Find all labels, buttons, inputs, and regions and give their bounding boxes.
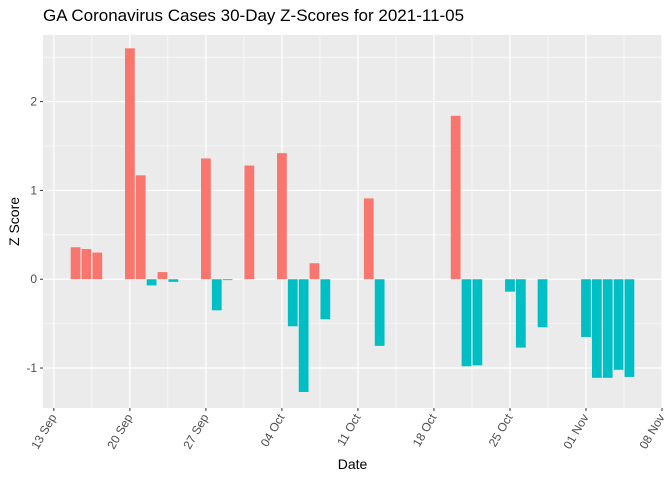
x-tick-label: 20 Sep — [104, 411, 135, 451]
bar — [505, 279, 515, 292]
bar — [581, 279, 591, 337]
bar — [222, 279, 233, 281]
bar — [298, 279, 309, 393]
bar — [602, 279, 613, 378]
bar — [157, 272, 168, 280]
bar — [70, 247, 81, 280]
y-tick-label: 2 — [30, 95, 37, 109]
y-axis-title: Z Score — [6, 197, 22, 246]
bar — [591, 279, 602, 378]
x-tick-label: 04 Oct — [258, 411, 288, 449]
bar — [146, 279, 157, 286]
bar — [374, 279, 385, 346]
x-tick-label: 18 Oct — [410, 411, 440, 449]
x-axis-title: Date — [338, 456, 368, 472]
bar — [124, 48, 135, 280]
bar — [277, 153, 287, 280]
bar — [363, 198, 374, 280]
bar — [201, 158, 211, 280]
plot-panel — [43, 35, 662, 408]
bar — [287, 279, 298, 327]
bar — [320, 279, 331, 320]
x-tick-label: 25 Oct — [486, 411, 516, 449]
bar — [309, 263, 320, 280]
bar — [92, 252, 103, 280]
y-tick-label: 0 — [30, 272, 37, 286]
x-tick-label: 08 Nov — [636, 412, 667, 452]
bar — [472, 279, 483, 366]
bar — [450, 115, 461, 280]
bar — [135, 175, 146, 280]
x-tick-label: 27 Sep — [180, 411, 211, 451]
bar — [81, 249, 92, 280]
x-tick-label: 11 Oct — [334, 411, 364, 448]
bar — [624, 279, 635, 377]
chart-title: GA Coronavirus Cases 30-Day Z-Scores for… — [43, 6, 465, 25]
x-tick-label: 01 Nov — [560, 412, 591, 452]
bar — [613, 279, 624, 370]
bar — [211, 279, 222, 311]
bar — [168, 279, 179, 282]
y-tick-label: -1 — [26, 361, 37, 375]
bar — [515, 279, 526, 348]
bar — [461, 279, 472, 367]
x-tick-label: 13 Sep — [28, 411, 59, 451]
y-tick-label: 1 — [30, 183, 37, 197]
bar — [537, 279, 548, 328]
bar — [244, 165, 255, 280]
bars — [70, 48, 635, 393]
